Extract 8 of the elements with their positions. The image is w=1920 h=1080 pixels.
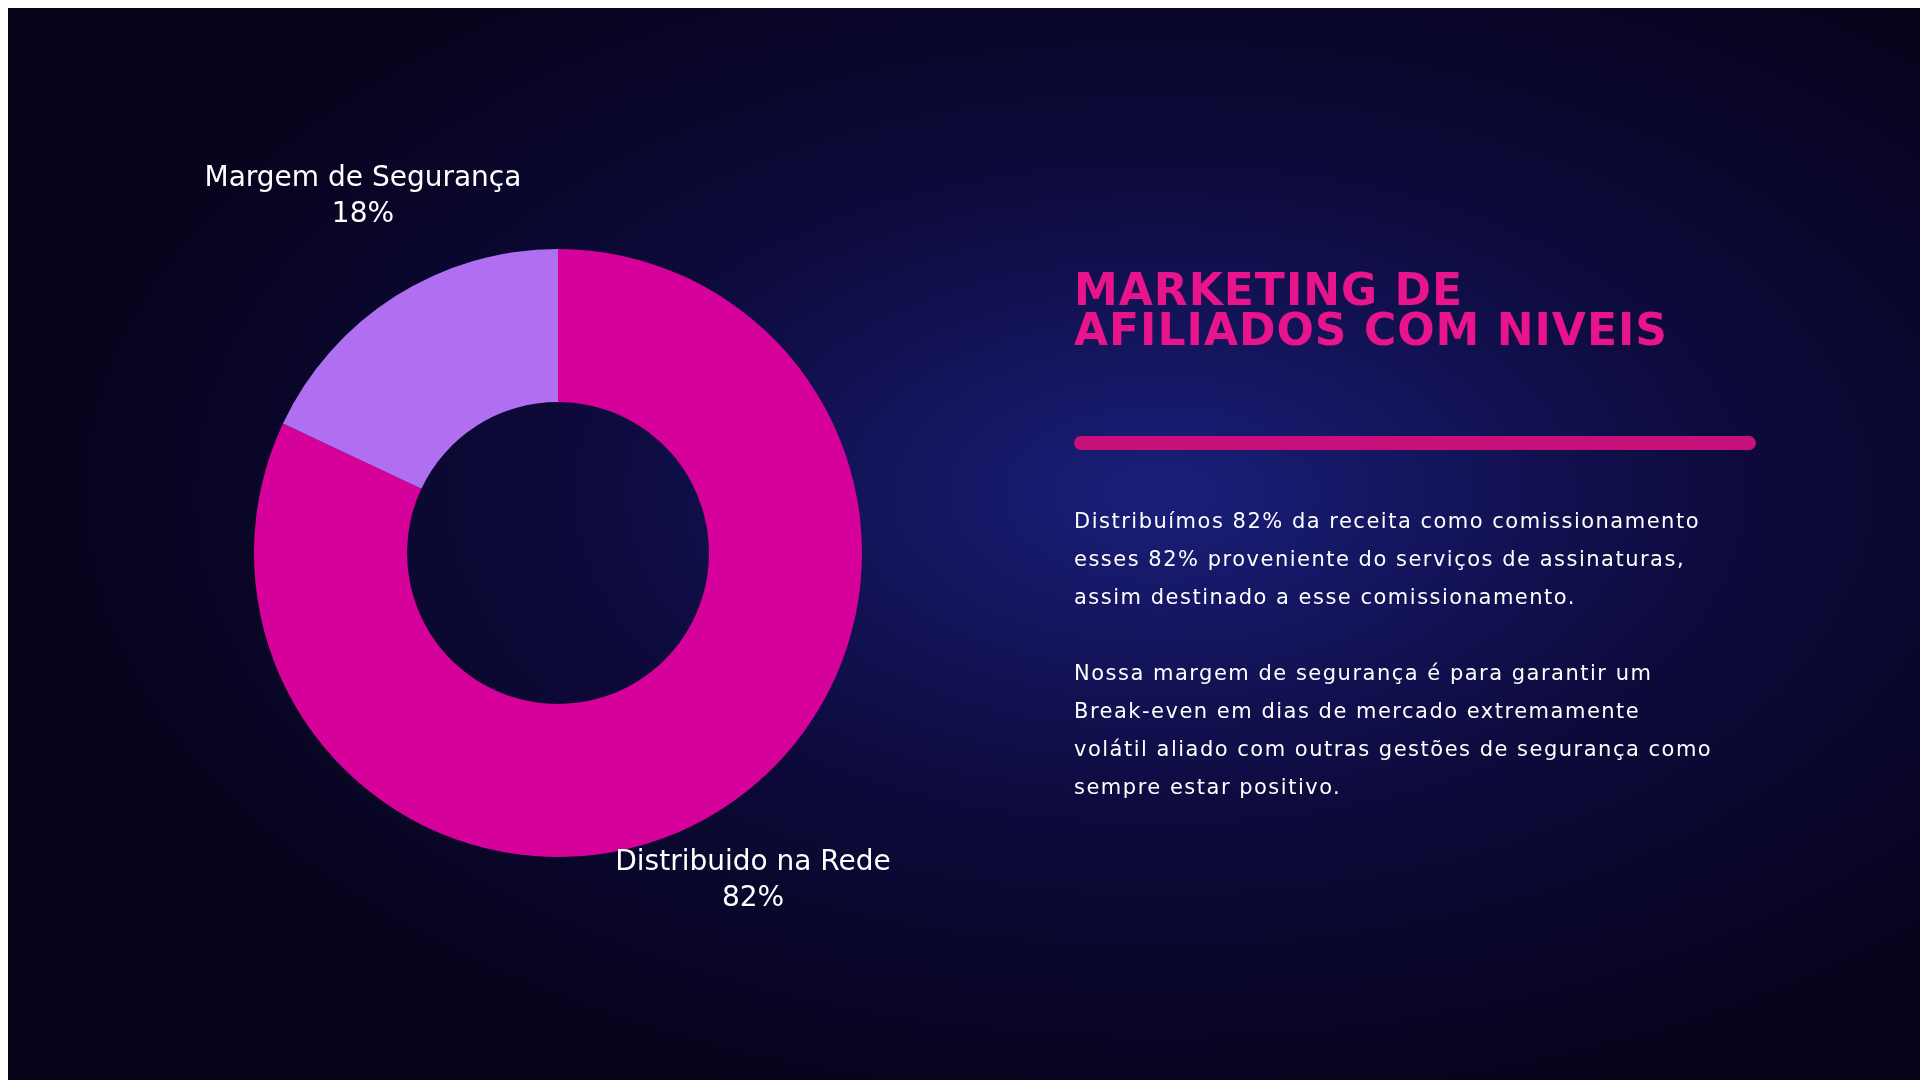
data-label: 82%: [721, 880, 785, 914]
slice-label: Margem de Segurança: [204, 159, 522, 193]
text: MARKETING DE AFILIADOS COM NIVEIS: [1074, 264, 1669, 355]
slice-label: Distribuido na Rede: [615, 844, 891, 878]
text: Nossa margem de segurança é para garantir um Break-even em dias de mercado extremamente volátil aliado com outras gestões de segurança como sempre estar positivo.: [1074, 661, 1713, 799]
data-label: 18%: [331, 195, 395, 229]
donut-slice: [282, 249, 558, 489]
text: Distribuímos 82% da receita como comissionamento esses 82% proveniente do serviços de assinaturas, assim destinado a esse comissionamento.: [1074, 509, 1701, 609]
